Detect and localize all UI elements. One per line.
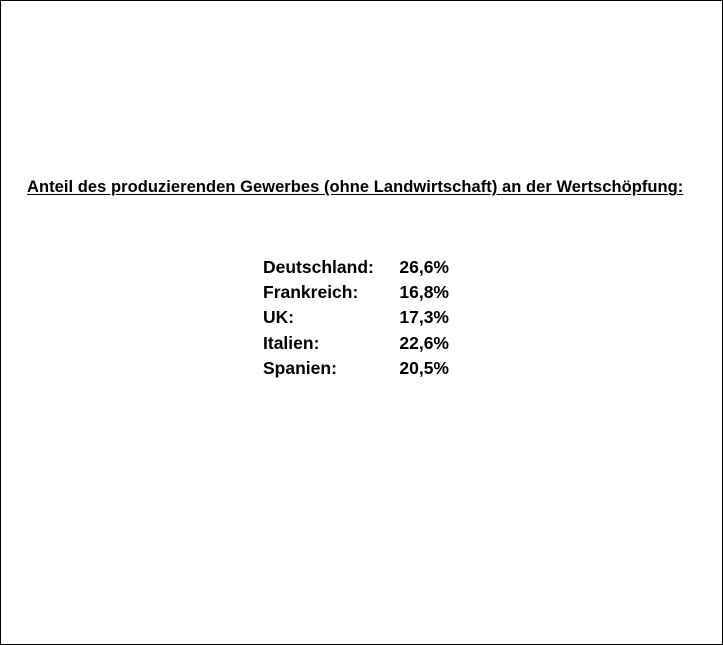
share-value: 17,3% (399, 307, 449, 328)
share-value: 16,8% (399, 282, 449, 303)
country-label: Italien: (263, 332, 320, 353)
country-label: Deutschland: (263, 257, 374, 277)
country-label: Spanien: (263, 357, 337, 378)
list-item: Spanien: 20,5% (263, 358, 463, 383)
list-item: Italien: 22,6% (263, 333, 463, 358)
list-item: Deutschland: 26,6% (263, 257, 463, 282)
share-list: Deutschland: 26,6% Frankreich: 16,8% UK:… (263, 257, 463, 383)
list-item: Frankreich: 16,8% (263, 282, 463, 307)
share-value: 22,6% (399, 332, 449, 353)
country-label: Frankreich: (263, 282, 359, 303)
country-label: UK: (263, 307, 295, 328)
list-item: UK: 17,3% (263, 307, 463, 332)
share-value: 20,5% (399, 357, 449, 378)
document-heading: Anteil des produzierenden Gewerbes (ohne… (27, 178, 684, 196)
share-value: 26,6% (399, 257, 449, 277)
